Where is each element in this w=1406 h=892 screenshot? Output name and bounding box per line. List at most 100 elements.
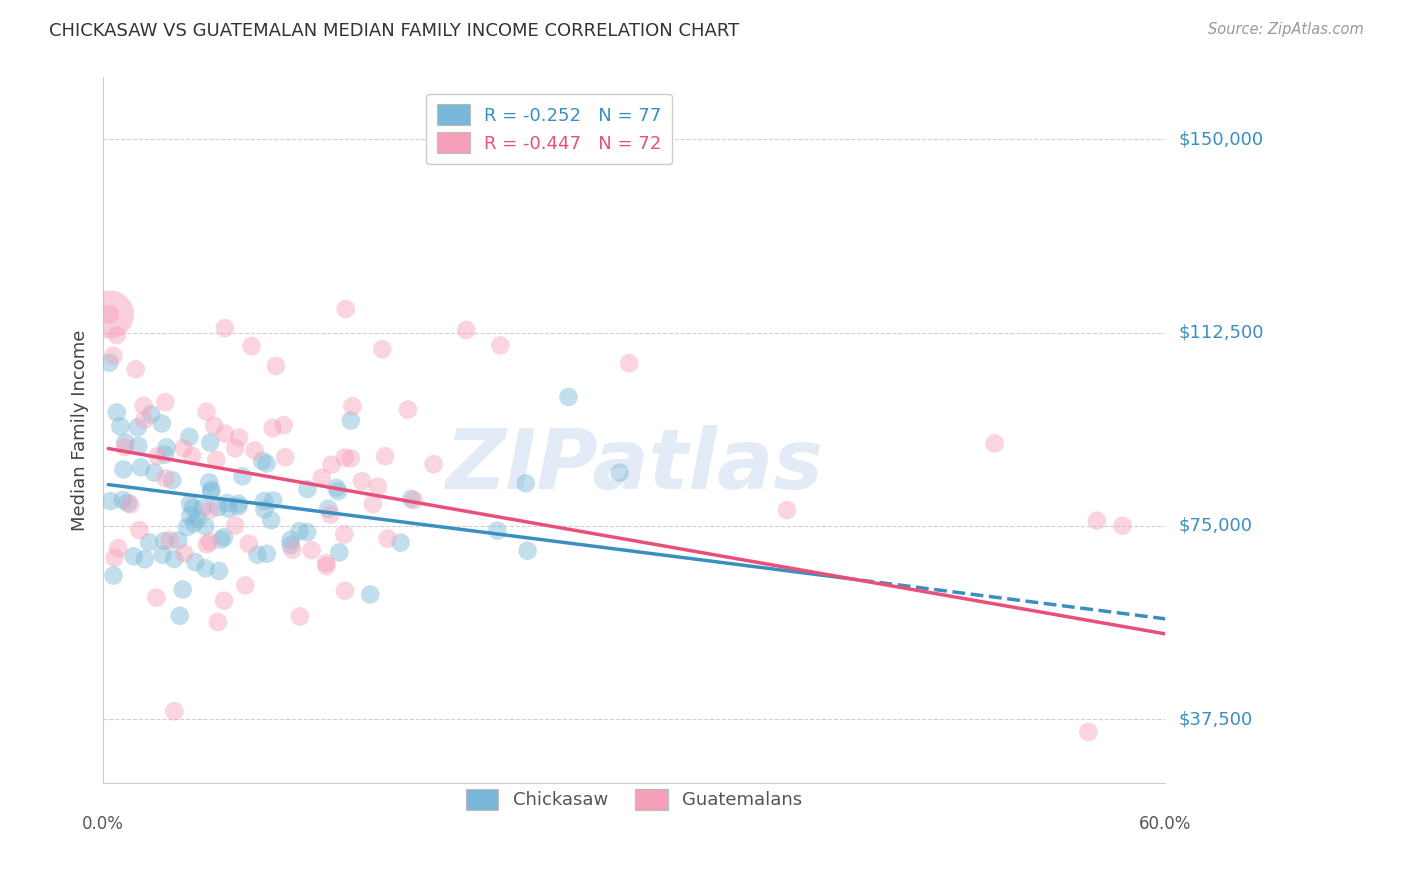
Point [243, 443, 266, 458]
Point [198, 535, 221, 549]
Point [228, 500, 250, 514]
Point [325, 481, 347, 495]
Point [100, 494, 122, 508]
Point [195, 405, 218, 419]
Point [205, 453, 228, 467]
Point [179, 430, 201, 444]
Point [328, 545, 350, 559]
Point [274, 450, 297, 465]
Point [260, 513, 283, 527]
Point [187, 511, 209, 525]
Point [256, 547, 278, 561]
Point [146, 449, 169, 463]
Point [111, 493, 134, 508]
Point [152, 548, 174, 562]
Point [256, 457, 278, 471]
Text: $112,500: $112,500 [1180, 324, 1264, 342]
Point [181, 449, 204, 463]
Point [114, 435, 136, 450]
Point [264, 359, 287, 373]
Point [141, 407, 163, 421]
Point [191, 500, 214, 515]
Text: $37,500: $37,500 [1180, 710, 1253, 728]
Point [350, 474, 373, 488]
Point [516, 543, 538, 558]
Point [202, 418, 225, 433]
Point [114, 440, 136, 454]
Point [215, 496, 238, 510]
Text: 0.0%: 0.0% [82, 815, 124, 833]
Point [233, 578, 256, 592]
Point [159, 533, 181, 548]
Point [319, 508, 342, 522]
Point [246, 548, 269, 562]
Point [389, 535, 412, 549]
Point [155, 395, 177, 409]
Point [105, 405, 128, 419]
Y-axis label: Median Family Income: Median Family Income [72, 330, 89, 531]
Point [776, 503, 799, 517]
Point [143, 466, 166, 480]
Point [132, 399, 155, 413]
Point [173, 546, 195, 560]
Text: 60.0%: 60.0% [1139, 815, 1191, 833]
Point [103, 349, 125, 363]
Point [183, 516, 205, 531]
Point [98, 308, 121, 322]
Point [401, 491, 423, 506]
Point [297, 525, 319, 540]
Point [333, 450, 356, 465]
Point [181, 500, 204, 515]
Point [333, 583, 356, 598]
Point [104, 550, 127, 565]
Point [98, 356, 121, 370]
Point [557, 390, 579, 404]
Point [228, 431, 250, 445]
Point [153, 533, 176, 548]
Point [127, 420, 149, 434]
Point [207, 500, 229, 515]
Point [156, 440, 179, 454]
Text: ZIPatlas: ZIPatlas [446, 425, 823, 507]
Point [209, 533, 232, 547]
Point [340, 451, 363, 466]
Point [238, 536, 260, 550]
Point [129, 460, 152, 475]
Legend: Chickasaw, Guatemalans: Chickasaw, Guatemalans [458, 781, 810, 817]
Point [207, 615, 229, 629]
Point [253, 494, 276, 508]
Point [198, 475, 221, 490]
Point [315, 556, 337, 570]
Point [212, 530, 235, 544]
Point [150, 417, 173, 431]
Point [342, 399, 364, 413]
Point [335, 301, 357, 316]
Point [231, 469, 253, 483]
Point [162, 473, 184, 487]
Point [120, 498, 142, 512]
Point [456, 323, 478, 337]
Point [1077, 725, 1099, 739]
Point [281, 542, 304, 557]
Point [127, 439, 149, 453]
Point [172, 582, 194, 597]
Point [155, 471, 177, 485]
Point [125, 362, 148, 376]
Point [609, 466, 631, 480]
Point [194, 519, 217, 533]
Point [214, 321, 236, 335]
Point [200, 483, 222, 497]
Point [339, 413, 361, 427]
Point [105, 328, 128, 343]
Point [103, 568, 125, 582]
Point [224, 518, 246, 533]
Point [107, 541, 129, 555]
Point [198, 503, 221, 517]
Point [110, 419, 132, 434]
Point [163, 704, 186, 718]
Point [163, 552, 186, 566]
Point [184, 555, 207, 569]
Point [1111, 518, 1133, 533]
Point [212, 593, 235, 607]
Point [280, 538, 302, 552]
